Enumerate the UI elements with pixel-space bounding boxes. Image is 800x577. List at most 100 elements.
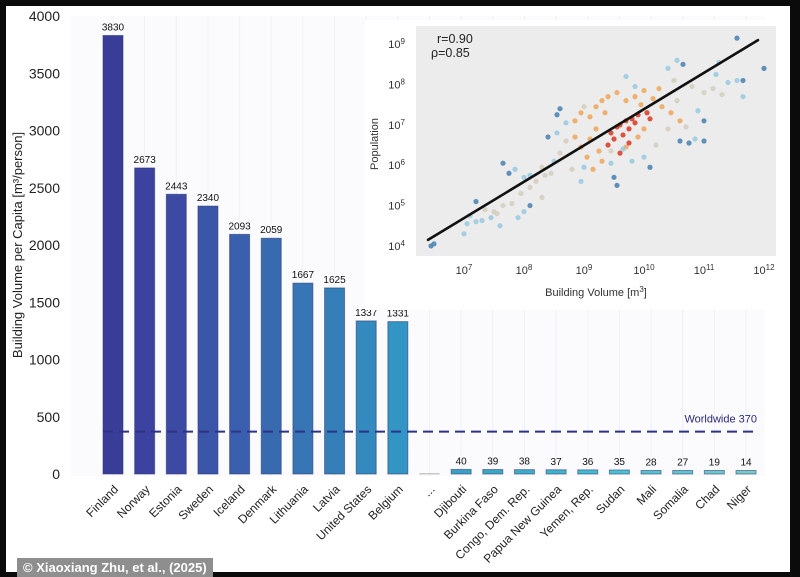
- scatter-point: [626, 126, 632, 132]
- bar-value-label: 39: [487, 457, 499, 468]
- bar-y-tick-label: 1000: [29, 352, 60, 368]
- scatter-point: [602, 110, 608, 116]
- bar-y-tick-label: 1500: [29, 294, 60, 310]
- bar: [608, 469, 630, 475]
- figure: 0 500 1000 1500 2000 2500 3000 3500 4000 Buildin…: [10, 8, 785, 566]
- scatter-point: [563, 120, 569, 126]
- scatter-point: [620, 146, 626, 152]
- scatter-point: [593, 126, 599, 132]
- scatter-point: [479, 217, 485, 224]
- scatter-point: [509, 200, 515, 207]
- bar-category-label: Somalia: [650, 482, 691, 523]
- bar-value-label: 27: [677, 458, 689, 469]
- bar-value-label: 2443: [165, 181, 188, 192]
- scatter-point: [482, 206, 488, 213]
- scatter-point: [701, 118, 707, 124]
- scatter-point: [734, 35, 740, 41]
- scatter-point: [572, 118, 578, 124]
- bar: [735, 470, 757, 475]
- scatter-point: [545, 134, 551, 140]
- scatter-point: [680, 61, 686, 67]
- bar-category-label: Norway: [114, 482, 153, 521]
- bar: [355, 320, 377, 475]
- scatter-point: [641, 154, 647, 160]
- scatter-point: [710, 85, 716, 92]
- scatter-point: [671, 77, 677, 84]
- scatter-point: [692, 136, 698, 142]
- figure-frame: 0 500 1000 1500 2000 2500 3000 3500 4000 Buildin…: [6, 6, 790, 577]
- scatter-point: [593, 104, 599, 110]
- scatter-point: [659, 104, 665, 110]
- bar-y-ticks: 0 500 1000 1500 2000 2500 3000 3500 4000: [29, 8, 60, 482]
- bar: [545, 469, 567, 475]
- scatter-point: [689, 83, 695, 90]
- scatter-point: [473, 219, 479, 225]
- bar: [482, 469, 504, 475]
- scatter-point: [557, 106, 563, 112]
- bar: [577, 469, 599, 475]
- scatter-point: [647, 164, 653, 170]
- bar-value-label: 1625: [323, 275, 346, 286]
- bar-value-label: 28: [645, 458, 657, 469]
- regression-line: [426, 38, 760, 242]
- scatter-point: [695, 108, 701, 114]
- scatter-point: [521, 174, 527, 180]
- scatter-point: [554, 130, 560, 136]
- scatter-point: [632, 83, 638, 90]
- scatter-point: [674, 57, 680, 63]
- bars: [102, 34, 757, 475]
- scatter-point: [572, 134, 578, 140]
- scatter-point: [554, 112, 560, 118]
- scatter-point: [629, 158, 635, 164]
- scatter-point: [599, 158, 605, 164]
- bar-value-label: 38: [519, 457, 531, 468]
- scatter-point: [542, 172, 548, 178]
- bar-value-label: 2673: [134, 155, 157, 166]
- scatter-point: [611, 136, 617, 142]
- scatter-point: [677, 118, 683, 124]
- scatter-point: [635, 134, 641, 140]
- scatter-point: [614, 182, 620, 188]
- scatter-point: [500, 160, 506, 166]
- scatter-point: [719, 91, 725, 98]
- scatter-point: [605, 94, 611, 100]
- scatter-point: [665, 65, 671, 71]
- scatter-point: [674, 98, 680, 104]
- bar-category-label: Mali: [634, 482, 659, 507]
- bar-category-label: ...: [421, 482, 438, 499]
- scatter-x-axis-label: Building Volume [m3]: [545, 285, 647, 300]
- bar-y-tick-label: 2500: [29, 180, 60, 196]
- scatter-point: [488, 215, 494, 221]
- scatter-point: [506, 170, 512, 176]
- scatter-point: [473, 198, 479, 205]
- bar-category-label: Chad: [692, 482, 722, 512]
- bar-value-label: 40: [456, 456, 468, 467]
- bar-value-label: 2340: [197, 193, 220, 204]
- scatter-point: [578, 110, 584, 116]
- bar-value-label: 36: [582, 457, 594, 468]
- bar: [229, 233, 251, 475]
- bar-y-tick-label: 2000: [29, 237, 60, 253]
- bar-value-label: 3830: [102, 22, 125, 33]
- bar: [703, 470, 725, 475]
- scatter-point: [647, 116, 653, 122]
- scatter-point: [521, 209, 527, 215]
- bar: [450, 468, 472, 475]
- scatter-point: [725, 79, 731, 86]
- scatter-point: [683, 124, 689, 130]
- bar: [260, 237, 282, 475]
- scatter-point: [644, 110, 650, 116]
- bar-y-tick-label: 4000: [29, 8, 60, 24]
- bar-y-tick-label: 3000: [29, 123, 60, 139]
- credit-caption: © Xiaoxiang Zhu, et al., (2025): [17, 558, 213, 577]
- bar: [134, 167, 156, 475]
- scatter-point: [608, 160, 614, 166]
- bar-y-tick-label: 3500: [29, 65, 60, 81]
- bar-y-tick-label: 0: [52, 466, 60, 482]
- bar-value-label: 2059: [260, 225, 283, 236]
- scatter-point: [614, 89, 620, 96]
- scatter-point: [632, 94, 638, 100]
- scatter-point: [608, 148, 614, 154]
- bar-value-label: 37: [551, 457, 563, 468]
- bar-category-label: Niger: [724, 482, 754, 512]
